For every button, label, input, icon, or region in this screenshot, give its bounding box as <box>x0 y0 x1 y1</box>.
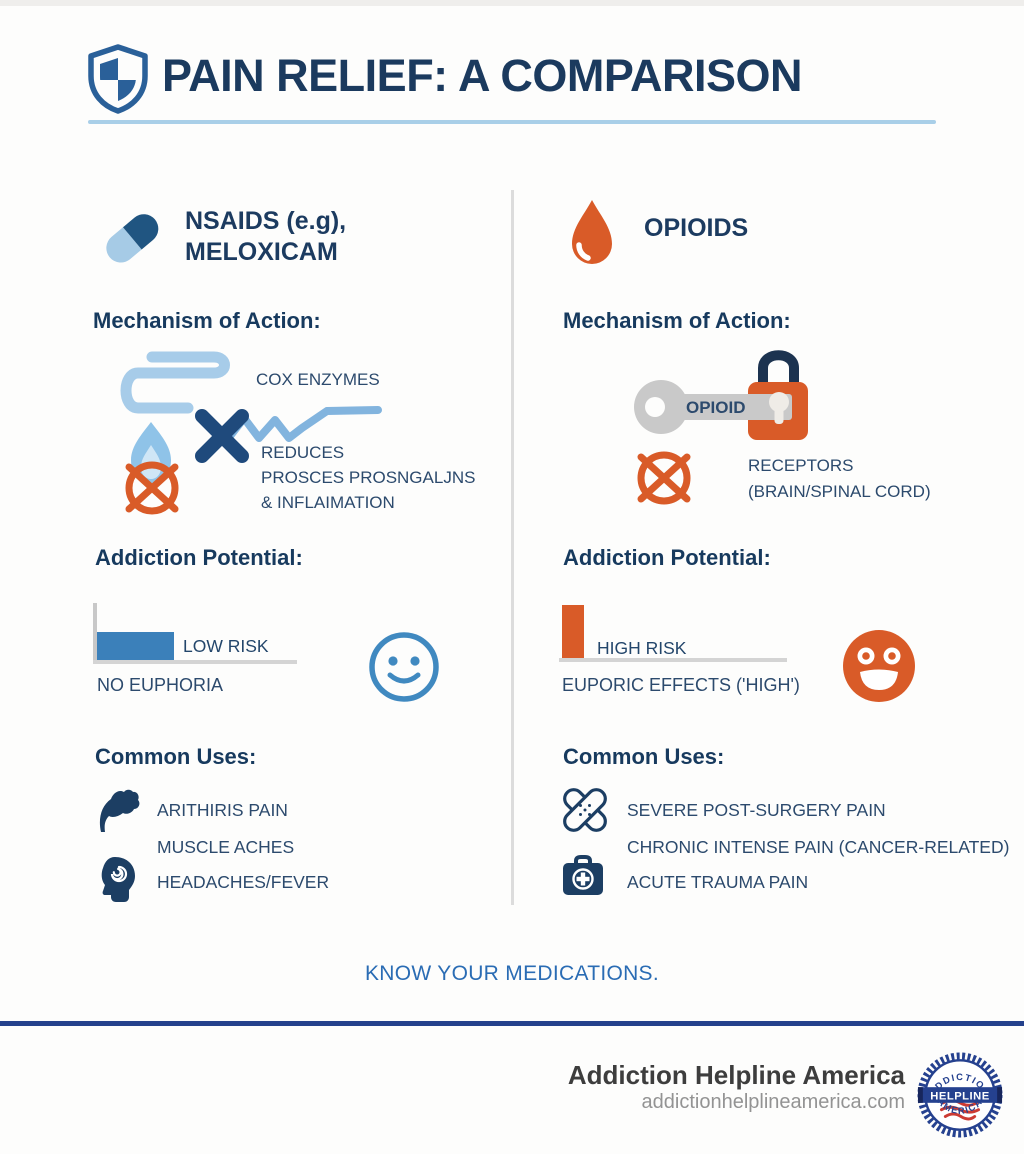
high-risk-chart-baseline <box>559 658 787 662</box>
grinning-smiley-icon <box>841 628 917 704</box>
content-smiley-icon <box>366 629 442 705</box>
use-item-headaches-fever: HEADACHES/FEVER <box>157 872 330 892</box>
title-underline <box>88 120 936 124</box>
page-title: PAIN RELIEF: A COMPARISON <box>162 50 803 101</box>
squiggle-enzyme-icon <box>120 351 230 414</box>
shield-check-icon <box>84 43 152 115</box>
flexed-bicep-icon <box>96 787 140 835</box>
low-risk-chart-axis <box>93 603 97 664</box>
nsaids-title-line2: MELOXICAM <box>185 238 338 266</box>
receptors-line-1: RECEPTORS <box>748 456 854 475</box>
euphoric-effects-note: EUPORIC EFFECTS ('HIGH') <box>562 675 800 695</box>
no-symbol-icon <box>637 451 691 505</box>
seal-band <box>917 1087 1003 1103</box>
opioids-uses-heading: Common Uses: <box>563 744 725 769</box>
top-edge-strip <box>0 0 1024 6</box>
receptors-caption: RECEPTORS (BRAIN/SPINAL CORD) <box>748 453 931 505</box>
opioids-title: OPIOIDS <box>644 214 749 242</box>
nsaids-title: NSAIDS (e.g), MELOXICAM <box>185 206 346 268</box>
seal-middle-text: HELPLINE <box>930 1090 989 1102</box>
effect-line-1: REDUCES <box>261 443 345 462</box>
cox-enzymes-label: COX ENZYMES <box>256 370 380 389</box>
opioids-mechanism-heading: Mechanism of Action: <box>563 308 791 333</box>
nsaids-uses-heading: Common Uses: <box>95 744 257 769</box>
brand-name: Addiction Helpline America <box>567 1060 905 1090</box>
high-risk-bar <box>562 605 584 661</box>
drop-icon <box>566 197 618 273</box>
opioid-key-label: OPIOID <box>686 398 746 417</box>
use-item-acute-trauma: ACUTE TRAUMA PAIN <box>627 872 809 892</box>
high-risk-label: HIGH RISK <box>597 638 687 658</box>
opioids-addiction-heading: Addiction Potential: <box>563 545 771 570</box>
effect-line-2: PROSCES PROSNGALJNS <box>261 468 476 487</box>
nsaids-effect-caption: REDUCES PROSCES PROSNGALJNS & INFLAIMATI… <box>261 440 475 515</box>
key-shaft <box>680 394 792 420</box>
use-item-arthritis: ARITHIRIS PAIN <box>157 800 288 820</box>
use-item-post-surgery: SEVERE POST-SURGERY PAIN <box>627 800 886 820</box>
tagline: KNOW YOUR MEDICATIONS. <box>364 962 659 985</box>
pill-capsule-icon <box>90 193 174 283</box>
lock-shackle <box>758 350 799 384</box>
footer-divider-rule <box>0 1021 1024 1026</box>
nsaids-mechanism-heading: Mechanism of Action: <box>93 308 321 333</box>
receptors-line-2: (BRAIN/SPINAL CORD) <box>748 482 931 501</box>
head-spiral-icon <box>96 855 138 903</box>
nsaids-title-line1: NSAIDS (e.g), <box>185 207 347 235</box>
first-aid-kit-icon <box>561 854 605 898</box>
low-risk-chart-baseline <box>93 660 297 664</box>
use-item-muscle-aches: MUSCLE ACHES <box>157 837 295 857</box>
zigzag-line-icon <box>226 406 382 442</box>
footer-brand-block: Addiction Helpline America addictionhelp… <box>485 1060 905 1114</box>
brand-website: addictionhelplineamerica.com <box>641 1091 905 1113</box>
nsaids-addiction-heading: Addiction Potential: <box>95 545 303 570</box>
column-divider <box>511 190 514 905</box>
helpline-seal-logo: ADDICTION AMERICA HELPLINE <box>917 1052 1003 1138</box>
low-risk-bar <box>97 632 174 661</box>
low-risk-label: LOW RISK <box>183 636 269 656</box>
block-x-icon <box>195 409 249 463</box>
crossed-bandages-icon <box>560 784 610 836</box>
key-lock-icon <box>612 340 827 512</box>
effect-line-3: & INFLAIMATION <box>261 493 395 512</box>
use-item-chronic-pain: CHRONIC INTENSE PAIN (CANCER-RELATED) <box>627 837 1010 857</box>
no-inflammation-flame-icon <box>125 422 179 515</box>
nsaids-mechanism-illustration <box>90 338 390 528</box>
no-euphoria-note: NO EUPHORIA <box>97 675 224 695</box>
